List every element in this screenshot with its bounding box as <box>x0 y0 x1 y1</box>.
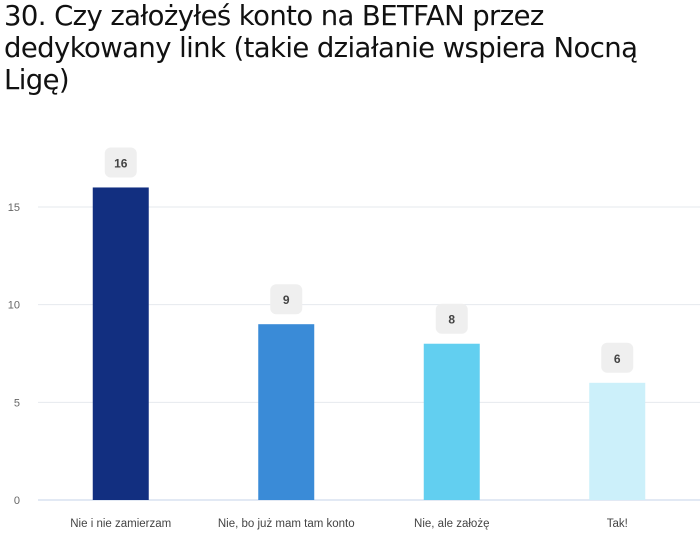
data-label-box <box>270 284 303 315</box>
data-label: 6 <box>614 352 621 366</box>
bar <box>92 187 149 500</box>
y-tick-label: 15 <box>8 202 20 214</box>
x-tick-label: Tak! <box>607 518 628 530</box>
data-label-box <box>104 147 137 178</box>
x-tick-label: Nie, bo już mam tam konto <box>218 518 355 530</box>
bar <box>258 324 315 500</box>
chart-title: 30. Czy założyłeś konto na BETFAN przez … <box>4 0 638 96</box>
data-label: 9 <box>283 293 290 307</box>
y-tick-label: 5 <box>14 397 20 409</box>
y-tick-label: 10 <box>8 300 20 312</box>
y-tick-label: 0 <box>14 495 20 507</box>
data-label: 16 <box>114 156 128 170</box>
data-label-box <box>601 342 634 373</box>
x-tick-label: Nie, ale założę <box>414 518 489 530</box>
bar <box>589 382 646 500</box>
bar <box>423 343 480 500</box>
data-label: 8 <box>448 313 455 327</box>
data-label-box <box>435 303 468 334</box>
x-tick-label: Nie i nie zamierzam <box>70 518 171 530</box>
